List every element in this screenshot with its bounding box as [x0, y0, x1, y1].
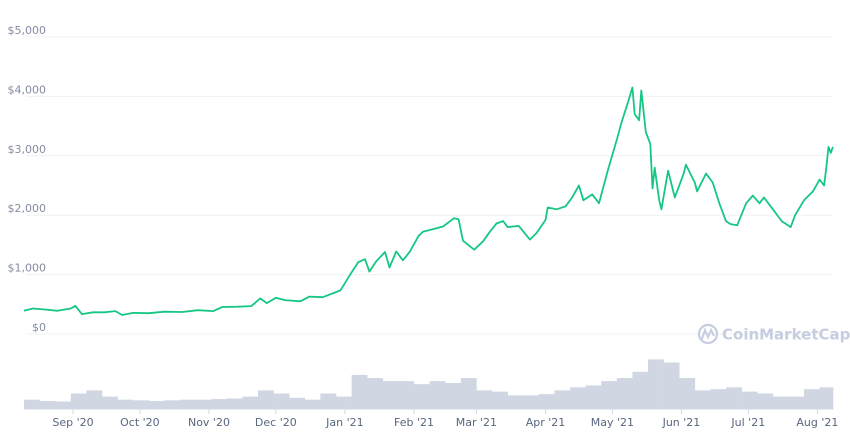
volume-bar	[460, 378, 477, 409]
volume-bar	[616, 378, 633, 409]
volume-bar	[601, 381, 618, 409]
volume-bar	[117, 399, 134, 409]
x-tick-label: Nov '20	[188, 416, 230, 429]
volume-bar	[804, 389, 820, 409]
volume-bar	[70, 393, 87, 409]
price-line	[23, 86, 834, 316]
x-tick-label: Oct '20	[120, 416, 160, 429]
volume-bar	[523, 395, 540, 409]
volume-bar	[679, 378, 696, 409]
volume-bar	[398, 381, 415, 409]
volume-bar	[304, 399, 321, 409]
volume-bar	[710, 389, 727, 409]
volume-bar	[289, 397, 306, 409]
volume-bar	[726, 387, 742, 409]
volume-bar	[320, 393, 337, 409]
volume-bar	[663, 362, 680, 409]
volume-bar	[86, 390, 103, 409]
volume-bars	[24, 359, 834, 410]
x-tick-label: Jun '21	[662, 416, 701, 429]
volume-bar	[632, 371, 649, 409]
x-tick-label: Aug '21	[796, 416, 838, 429]
volume-bar	[195, 399, 212, 409]
volume-bar	[819, 387, 834, 409]
volume-bar	[351, 374, 368, 409]
grid-lines	[26, 36, 833, 335]
volume-bar	[258, 390, 274, 409]
volume-bar	[211, 399, 228, 409]
volume-bar	[382, 381, 399, 409]
volume-bar	[273, 393, 290, 409]
volume-bar	[102, 396, 118, 409]
volume-bar	[336, 396, 352, 409]
volume-bar	[133, 400, 150, 409]
x-axis-labels: Sep '20 Oct '20 Nov '20 Dec '20 Jan '21 Feb '…	[52, 409, 838, 429]
y-tick-label: $0	[32, 321, 46, 334]
volume-bar	[414, 384, 430, 409]
watermark-text: CoinMarketCap	[722, 326, 850, 344]
volume-bar	[164, 400, 181, 409]
x-tick-label: Sep '20	[52, 416, 93, 429]
volume-bar	[429, 381, 446, 409]
volume-bar	[507, 395, 524, 409]
volume-bar	[24, 399, 40, 409]
volume-bar	[772, 396, 789, 409]
volume-bar	[39, 400, 56, 409]
x-tick-label: Apr '21	[526, 416, 566, 429]
x-tick-label: Mar '21	[456, 416, 497, 429]
watermark: CoinMarketCap	[697, 323, 850, 345]
volume-bar	[648, 359, 664, 409]
y-axis-labels: $0 $1,000 $2,000 $3,000 $4,000 $5,000	[8, 24, 47, 334]
y-tick-label: $1,000	[8, 262, 47, 275]
volume-bar	[570, 387, 586, 409]
volume-bar	[445, 382, 462, 409]
volume-bar	[492, 391, 508, 409]
volume-bar	[180, 399, 196, 409]
volume-bar	[226, 398, 243, 409]
y-tick-label: $2,000	[8, 202, 47, 215]
y-tick-label: $5,000	[8, 24, 47, 37]
volume-bar	[367, 378, 384, 409]
x-tick-label: Jul '21	[730, 416, 765, 429]
x-tick-label: Feb '21	[394, 416, 434, 429]
volume-bar	[554, 390, 571, 409]
volume-bar	[242, 396, 259, 409]
volume-bar	[757, 393, 774, 409]
y-tick-label: $4,000	[8, 83, 47, 96]
x-tick-label: Jan '21	[325, 416, 363, 429]
volume-bar	[585, 385, 602, 409]
x-tick-label: May '21	[591, 416, 634, 429]
y-tick-label: $3,000	[8, 143, 47, 156]
volume-bar	[538, 394, 555, 409]
x-tick-label: Dec '20	[255, 416, 297, 429]
volume-bar	[694, 390, 711, 409]
volume-bar	[741, 391, 758, 409]
coinmarketcap-logo-icon	[697, 323, 719, 345]
volume-bar	[476, 390, 493, 409]
volume-bar	[148, 400, 165, 409]
volume-bar	[788, 396, 805, 409]
volume-bar	[55, 401, 72, 409]
